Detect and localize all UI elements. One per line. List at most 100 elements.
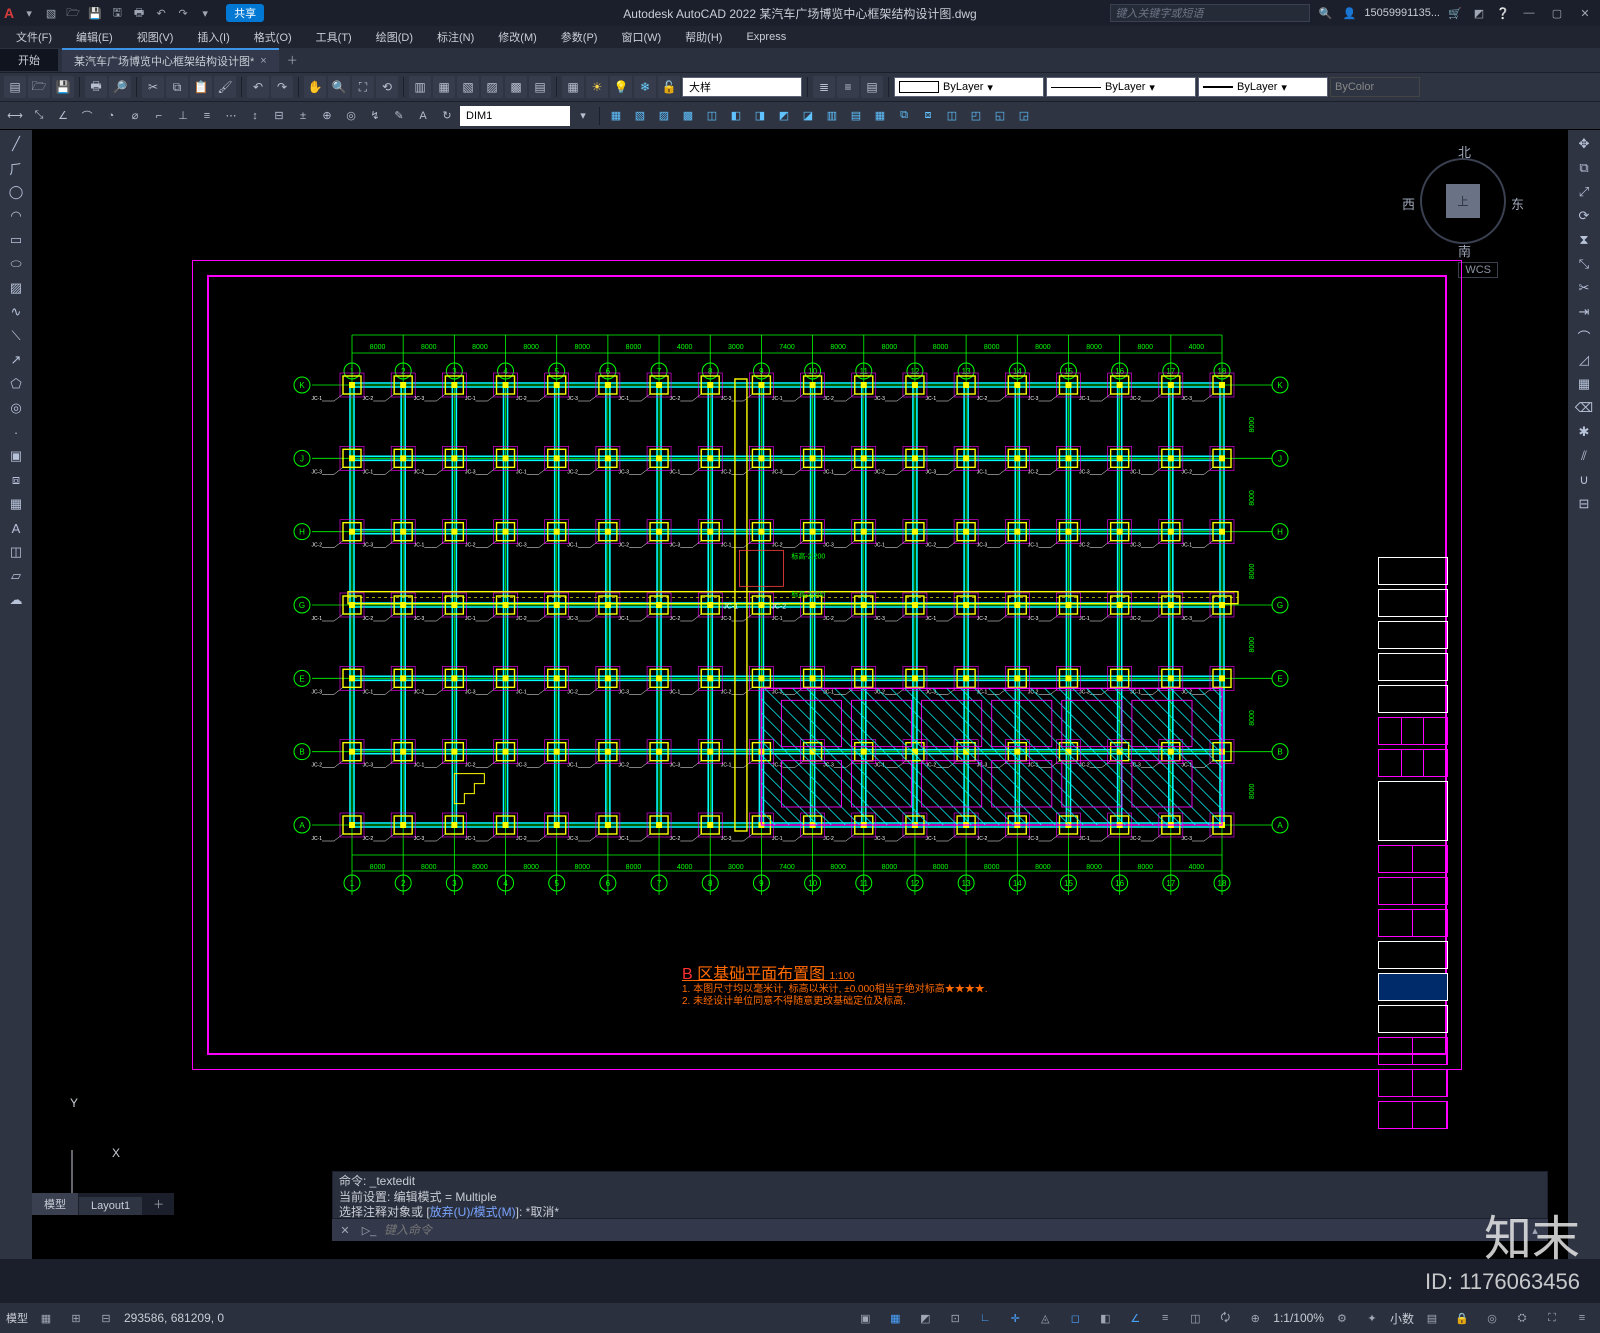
dim-baseline-icon[interactable]: ≡ bbox=[196, 105, 218, 127]
cmd-close-icon[interactable]: ✕ bbox=[336, 1222, 354, 1238]
open-icon[interactable]: 🗁 bbox=[64, 4, 82, 22]
dim-jog-icon[interactable]: ⌐ bbox=[148, 105, 170, 127]
scale-icon[interactable]: ⤡ bbox=[1568, 252, 1600, 276]
user-icon[interactable]: 👤 bbox=[1340, 4, 1358, 22]
command-line[interactable]: ✕ ▷_ ▴ bbox=[332, 1219, 1548, 1241]
x16-icon[interactable]: ◰ bbox=[965, 105, 987, 127]
search-icon[interactable]: 🔍 bbox=[1316, 4, 1334, 22]
extend-icon[interactable]: ⇥ bbox=[1568, 300, 1600, 324]
region-icon[interactable]: ◫ bbox=[0, 540, 32, 564]
design-center-icon[interactable]: ▦ bbox=[433, 76, 455, 98]
zoom-prev-icon[interactable]: ⟲ bbox=[376, 76, 398, 98]
properties-icon[interactable]: ▥ bbox=[409, 76, 431, 98]
add-layout-button[interactable]: ＋ bbox=[143, 1193, 174, 1215]
status-mode[interactable]: 模型 bbox=[6, 1310, 28, 1326]
lwt-icon[interactable]: ≡ bbox=[1153, 1307, 1177, 1329]
ray-icon[interactable]: ↗ bbox=[0, 348, 32, 372]
chamfer-icon[interactable]: ◿ bbox=[1568, 348, 1600, 372]
viewcube-top[interactable]: 上 bbox=[1446, 184, 1480, 218]
table-icon[interactable]: ▦ bbox=[0, 492, 32, 516]
center-mark-icon[interactable]: ⊕ bbox=[316, 105, 338, 127]
otrack-icon[interactable]: ∠ bbox=[1123, 1307, 1147, 1329]
array-icon[interactable]: ▦ bbox=[1568, 372, 1600, 396]
circle-icon[interactable]: ◯ bbox=[0, 180, 32, 204]
dim-linear-icon[interactable]: ⟷ bbox=[4, 105, 26, 127]
model-toggle-icon[interactable]: ▣ bbox=[853, 1307, 877, 1329]
isolate-icon[interactable]: ◎ bbox=[1480, 1307, 1504, 1329]
dim-break-icon[interactable]: ⊟ bbox=[268, 105, 290, 127]
help-icon[interactable]: ❔ bbox=[1494, 4, 1512, 22]
inspect-icon[interactable]: ◎ bbox=[340, 105, 362, 127]
menu-help[interactable]: 帮助(H) bbox=[675, 27, 732, 47]
3dosnap-icon[interactable]: ◧ bbox=[1093, 1307, 1117, 1329]
preview-icon[interactable]: 🔎 bbox=[109, 76, 131, 98]
polygon-icon[interactable]: ⬠ bbox=[0, 372, 32, 396]
new-tab-button[interactable]: ＋ bbox=[279, 49, 306, 71]
jog-line-icon[interactable]: ↯ bbox=[364, 105, 386, 127]
layout1-tab[interactable]: Layout1 bbox=[79, 1197, 143, 1215]
x9-icon[interactable]: ◪ bbox=[797, 105, 819, 127]
break-icon[interactable]: ⊟ bbox=[1568, 492, 1600, 516]
join-icon[interactable]: ∪ bbox=[1568, 468, 1600, 492]
spline-icon[interactable]: ∿ bbox=[0, 300, 32, 324]
x10-icon[interactable]: ▥ bbox=[821, 105, 843, 127]
insert-icon[interactable]: ⧈ bbox=[0, 468, 32, 492]
redo-icon[interactable]: ↷ bbox=[174, 4, 192, 22]
linetype-combo[interactable]: ByLayer▾ bbox=[1046, 77, 1196, 97]
dim-angular-icon[interactable]: ∠ bbox=[52, 105, 74, 127]
x12-icon[interactable]: ▦ bbox=[869, 105, 891, 127]
zoom-icon[interactable]: 🔍 bbox=[328, 76, 350, 98]
user-label[interactable]: 15059991135... bbox=[1364, 7, 1440, 19]
close-tab-icon[interactable]: × bbox=[260, 55, 266, 67]
block-icon[interactable]: ▣ bbox=[0, 444, 32, 468]
new-doc-icon[interactable]: ▤ bbox=[4, 76, 26, 98]
paste-icon[interactable]: 📋 bbox=[190, 76, 212, 98]
polar-icon[interactable]: ✛ bbox=[1003, 1307, 1027, 1329]
x5-icon[interactable]: ◫ bbox=[701, 105, 723, 127]
zoom-window-icon[interactable]: ⛶ bbox=[352, 76, 374, 98]
x1-icon[interactable]: ▦ bbox=[605, 105, 627, 127]
dim-arc-icon[interactable]: ⌒ bbox=[76, 105, 98, 127]
copy2-icon[interactable]: ⧉ bbox=[1568, 156, 1600, 180]
wipeout-icon[interactable]: ▱ bbox=[0, 564, 32, 588]
layer-combo[interactable]: ByLayer▾ bbox=[894, 77, 1044, 97]
offset-icon[interactable]: ⫽ bbox=[1568, 444, 1600, 468]
layout-quick2-icon[interactable]: ⊟ bbox=[94, 1307, 118, 1329]
document-tab[interactable]: 某汽车广场博览中心框架结构设计图* × bbox=[62, 48, 279, 72]
dim-update-icon[interactable]: ↻ bbox=[436, 105, 458, 127]
viewcube-w[interactable]: 西 bbox=[1402, 194, 1415, 213]
grid-toggle-icon[interactable]: ▦ bbox=[34, 1307, 58, 1329]
ortho-icon[interactable]: ∟ bbox=[973, 1307, 997, 1329]
match-icon[interactable]: 🖌 bbox=[214, 76, 236, 98]
dim-tedit-icon[interactable]: A bbox=[412, 105, 434, 127]
sheet-set-icon[interactable]: ▨ bbox=[481, 76, 503, 98]
donut-icon[interactable]: ◎ bbox=[0, 396, 32, 420]
start-tab[interactable]: 开始 bbox=[0, 49, 58, 71]
point-icon[interactable]: · bbox=[0, 420, 32, 444]
sun-icon[interactable]: ☀ bbox=[586, 76, 608, 98]
qat-menu-icon[interactable]: ▾ bbox=[20, 4, 38, 22]
move-icon[interactable]: ✥ bbox=[1568, 132, 1600, 156]
mirror-icon[interactable]: ⧗ bbox=[1568, 228, 1600, 252]
x6-icon[interactable]: ◧ bbox=[725, 105, 747, 127]
clean-icon[interactable]: ⛶ bbox=[1540, 1307, 1564, 1329]
gear-icon[interactable]: ⚙ bbox=[1330, 1307, 1354, 1329]
undo2-icon[interactable]: ↶ bbox=[247, 76, 269, 98]
cut-icon[interactable]: ✂ bbox=[142, 76, 164, 98]
dim-radius-icon[interactable]: ◔ bbox=[100, 105, 122, 127]
lock-icon[interactable]: 🔓 bbox=[658, 76, 680, 98]
stretch-icon[interactable]: ⤢ bbox=[1568, 180, 1600, 204]
save-icon[interactable]: 💾 bbox=[86, 4, 104, 22]
print-icon[interactable]: 🖶 bbox=[85, 76, 107, 98]
hatch-icon[interactable]: ▨ bbox=[0, 276, 32, 300]
lock-ui-icon[interactable]: 🔒 bbox=[1450, 1307, 1474, 1329]
x2-icon[interactable]: ▧ bbox=[629, 105, 651, 127]
cmd-expand-icon[interactable]: ▴ bbox=[1526, 1222, 1544, 1238]
erase-icon[interactable]: ⌫ bbox=[1568, 396, 1600, 420]
snap-icon[interactable]: ◩ bbox=[913, 1307, 937, 1329]
tool-palettes-icon[interactable]: ▧ bbox=[457, 76, 479, 98]
menu-view[interactable]: 视图(V) bbox=[127, 27, 184, 47]
xline-icon[interactable]: ⟍ bbox=[0, 324, 32, 348]
undo-icon[interactable]: ↶ bbox=[152, 4, 170, 22]
layer-state-combo[interactable]: 大样 bbox=[682, 77, 802, 97]
